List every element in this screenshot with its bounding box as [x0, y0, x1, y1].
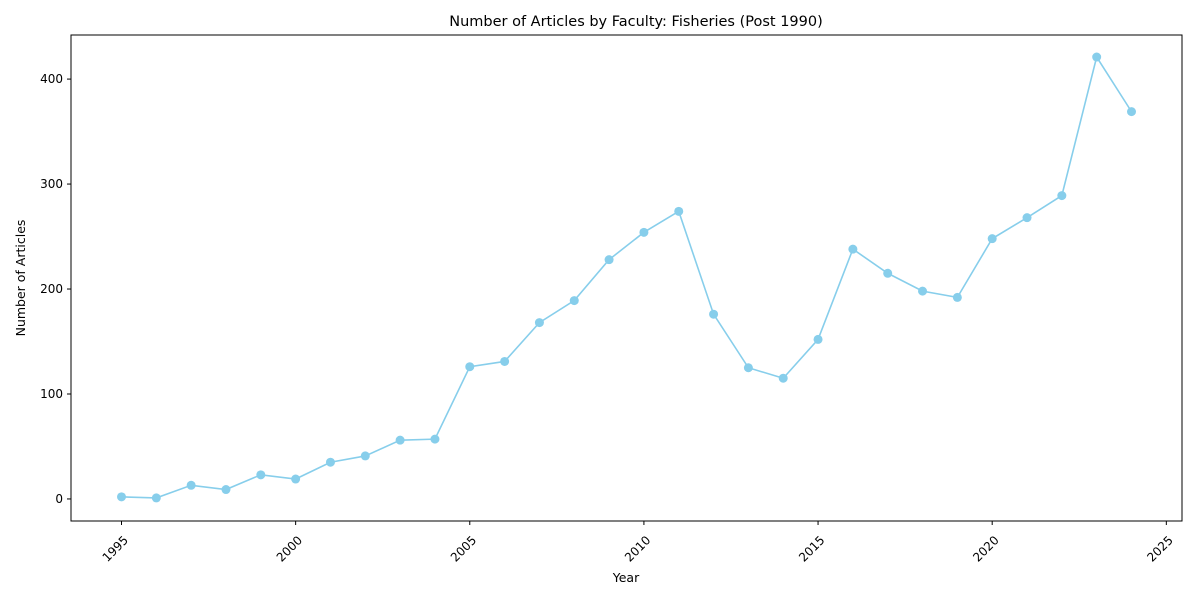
- data-point: [813, 334, 823, 344]
- data-point: [117, 492, 126, 502]
- series-line: [121, 55, 1133, 499]
- data-point: [569, 296, 579, 306]
- data-point: [1127, 107, 1136, 117]
- y-tick-label: 200: [40, 282, 63, 296]
- y-axis: 0 100 200 300 400: [40, 72, 71, 506]
- x-tick-label: 2010: [622, 533, 653, 564]
- data-point: [639, 227, 649, 237]
- data-point: [430, 434, 440, 444]
- data-point: [709, 309, 719, 319]
- data-point: [360, 451, 370, 461]
- data-point: [395, 435, 405, 445]
- data-point: [778, 373, 788, 383]
- y-tick-label: 0: [55, 492, 63, 506]
- x-tick-label: 2025: [1144, 533, 1175, 564]
- data-point: [1022, 213, 1032, 223]
- x-tick-label: 2005: [448, 533, 479, 564]
- x-tick-label: 1995: [100, 533, 131, 564]
- x-axis: 1995 2000 2005 2010 2015 2020 2025: [100, 521, 1176, 565]
- y-tick-label: 300: [40, 177, 63, 191]
- data-point: [952, 292, 962, 302]
- data-point: [325, 457, 335, 467]
- y-tick-label: 100: [40, 387, 63, 401]
- y-axis-label: Number of Articles: [13, 220, 28, 337]
- data-point: [848, 244, 858, 254]
- data-point: [186, 480, 196, 490]
- data-point: [604, 255, 614, 265]
- data-point: [256, 470, 266, 480]
- x-tick-label: 2020: [970, 533, 1001, 564]
- data-point: [743, 363, 753, 373]
- data-point: [1092, 52, 1102, 62]
- y-tick-label: 400: [40, 72, 63, 86]
- data-point: [534, 318, 544, 328]
- plot-area: 1995 2000 2005 2010 2015 2020 2025 0 100 200 300 4…: [40, 34, 1183, 565]
- data-point: [221, 485, 231, 495]
- data-point: [918, 286, 928, 296]
- x-tick-label: 2015: [796, 533, 827, 564]
- data-point: [883, 268, 893, 278]
- data-point: [291, 474, 301, 484]
- data-point: [674, 206, 684, 216]
- data-point: [987, 234, 997, 244]
- data-point: [465, 362, 475, 372]
- data-point: [1057, 191, 1067, 201]
- series-layer: [117, 52, 1136, 503]
- data-point: [151, 493, 161, 503]
- plot-frame: [70, 34, 1183, 522]
- x-tick-label: 2000: [274, 533, 305, 564]
- data-point: [500, 356, 510, 366]
- x-axis-label: Year: [612, 570, 640, 585]
- chart-title: Number of Articles by Faculty: Fisheries…: [449, 14, 823, 30]
